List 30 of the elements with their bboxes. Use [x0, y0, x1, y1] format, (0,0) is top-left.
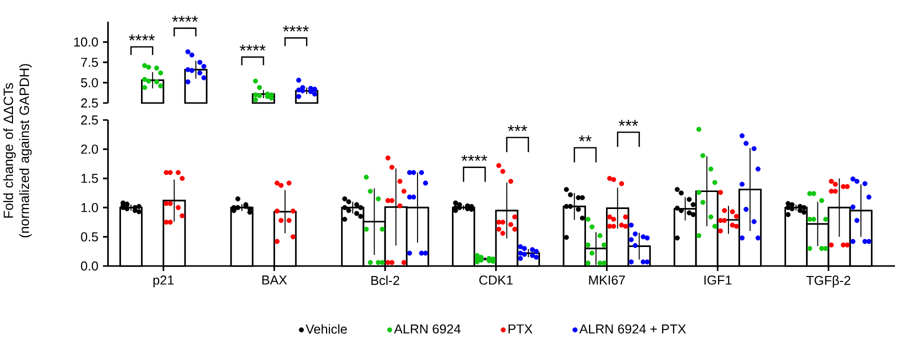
y-axis-title: Fold change of ΔΔCTs (normalized against GAPDH)	[3, 64, 32, 238]
legend-label: ALRN 6924 + PTX	[579, 324, 686, 334]
annotation: ****	[461, 154, 488, 161]
y-tick-label: 0.0	[80, 261, 98, 271]
annotation: ***	[508, 125, 528, 132]
annotation: **	[578, 135, 592, 142]
x-tick-label: Bcl-2	[371, 276, 400, 286]
annotation: ****	[172, 16, 198, 22]
y-tick-label: 0.5	[80, 232, 98, 242]
x-tick-label: TGFβ-2	[806, 276, 850, 288]
annotation: ****	[240, 44, 266, 51]
y-tick-label: 5.0	[80, 78, 98, 88]
y-tick-label: 1.5	[81, 174, 98, 183]
legend-label: PTX	[508, 324, 532, 334]
y-tick-label: 2.0	[81, 144, 98, 154]
x-tick-label: p21	[153, 276, 174, 288]
x-tick-label: IGF1	[704, 276, 732, 285]
x-tick-label: BAX	[262, 276, 287, 284]
annotation: ****	[128, 34, 155, 40]
y-tick-label: 10.0	[74, 37, 98, 47]
x-tick-label: MKI67	[589, 276, 625, 285]
legend-label: ALRN 6924	[394, 324, 461, 334]
y-tick-label: 7.5	[81, 58, 98, 67]
annotation: ****	[282, 26, 309, 32]
y-tick-label: 2.5	[81, 115, 98, 125]
y-tick-label: 1.0	[81, 203, 98, 212]
annotation: ***	[618, 120, 638, 126]
y-tick-label: 2.5	[81, 98, 98, 108]
x-tick-label: CDK1	[479, 276, 513, 285]
legend-label: Vehicle	[306, 324, 347, 334]
